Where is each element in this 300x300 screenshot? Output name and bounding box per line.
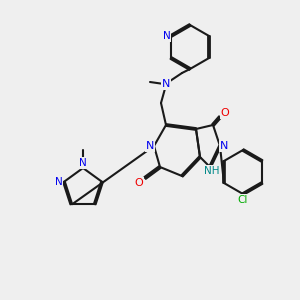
- Text: NH: NH: [204, 166, 220, 176]
- Text: Cl: Cl: [238, 195, 248, 205]
- Text: N: N: [162, 79, 170, 89]
- Text: N: N: [55, 177, 63, 187]
- Text: O: O: [135, 178, 143, 188]
- Text: O: O: [220, 108, 230, 118]
- Text: N: N: [163, 31, 171, 41]
- Text: N: N: [220, 141, 228, 151]
- Text: N: N: [146, 141, 154, 151]
- Text: N: N: [79, 158, 87, 168]
